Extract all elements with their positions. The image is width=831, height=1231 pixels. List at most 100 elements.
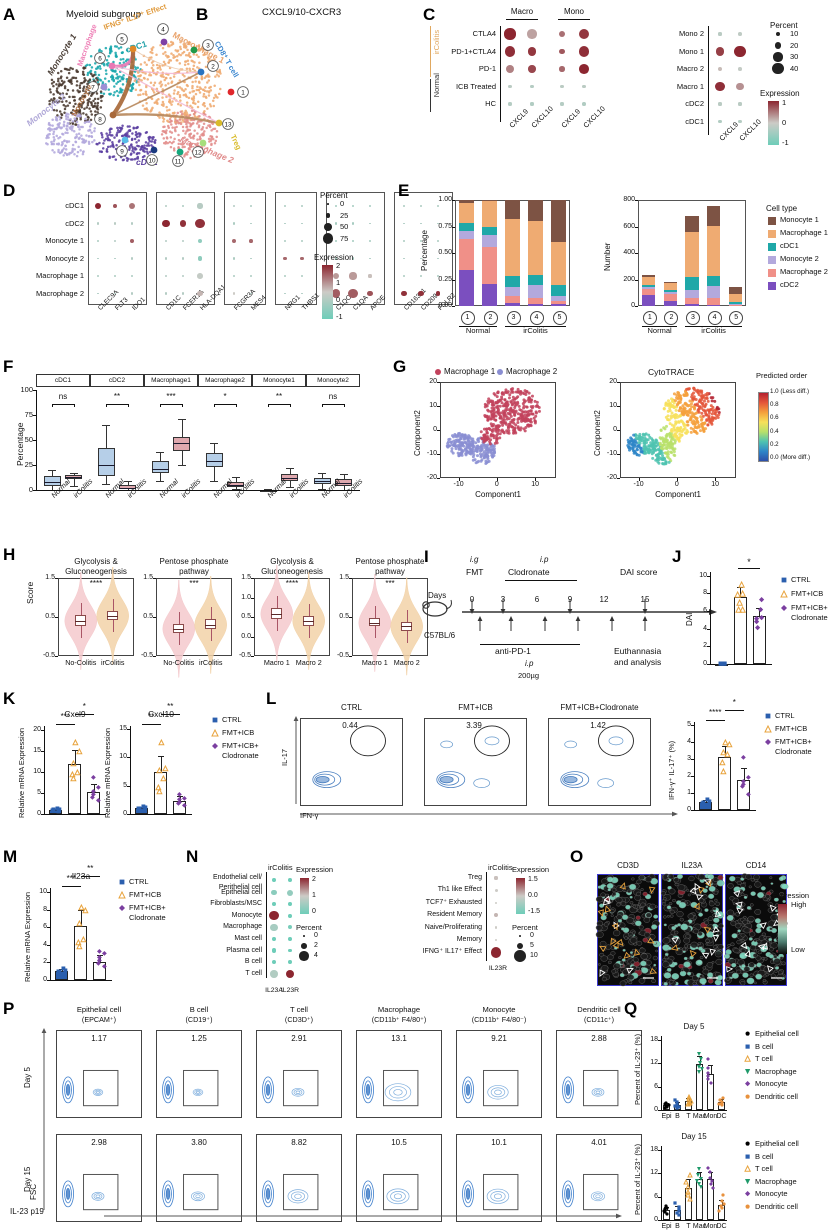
panel-c-left-col-1: CXCL10 xyxy=(530,104,555,129)
panel-i-down-arrow-0 xyxy=(469,599,476,615)
panel-h-xlabel-3-1: Macro 2 xyxy=(385,659,429,667)
panel-k-legend-label-0-0: CTRL xyxy=(222,716,242,724)
panel-d-facet-3 xyxy=(275,192,317,305)
panel-n-right-row-3: Resident Memory xyxy=(390,911,482,919)
panel-n-left-pct-dot-1 xyxy=(301,943,307,949)
panel-m-sigbar-0 xyxy=(62,886,81,887)
panel-n-left-expr-ramp xyxy=(300,878,309,914)
panel-m-sig-1: ** xyxy=(81,865,100,874)
panel-d-dot-5-6 xyxy=(233,292,236,295)
panel-q-ytickmark-1-0 xyxy=(658,1150,661,1151)
panel-p-contours-1-1 xyxy=(156,1134,242,1222)
panel-f-whiskercap-top-1-normal xyxy=(102,425,110,426)
panel-n-left-dot-4-0 xyxy=(270,924,278,932)
panel-q-legend-label-0-3: Macrophage xyxy=(755,1068,797,1076)
panel-i-up-arrow-2 xyxy=(542,616,549,632)
panel-l-bar-ytickmark-0 xyxy=(691,725,694,726)
panel-l-legend-label-1-0: FMT+ICB xyxy=(775,725,807,733)
panel-g-legend-ramp xyxy=(758,392,769,462)
panel-h-whisk-up-2-1 xyxy=(309,604,310,616)
panel-q-legend-marker-0-4 xyxy=(745,1081,750,1086)
panel-g-left-xtick-0: -10 xyxy=(451,481,467,489)
panel-q-ylabel-0: Percent of IL-23⁺ (%) xyxy=(634,1034,642,1105)
panel-j-legend-label-2-0: FMT+ICB+ xyxy=(791,604,828,612)
panel-e-number-ytick-4: 0 xyxy=(614,302,635,310)
panel-e-percent-seg-3-cDC1 xyxy=(528,275,542,285)
panel-e-percent-seg-2-Macrophage1 xyxy=(505,219,519,277)
panel-k-chart-1-ytick-2: 5 xyxy=(111,782,127,790)
panel-e-percent-seg-0-Monocyte1 xyxy=(459,200,473,203)
panel-n-left-yaxis xyxy=(266,872,267,978)
panel-m-point-2-1 xyxy=(102,951,107,956)
panel-i-up-arrow-4 xyxy=(609,616,616,632)
panel-h-ytick-1-0: 1.5 xyxy=(136,574,153,582)
panel-c-left-dot-2-2 xyxy=(559,66,564,71)
panel-p-contours-1-3 xyxy=(356,1134,442,1222)
panel-l-bar-sig-1: * xyxy=(725,699,744,708)
panel-c-left-row-2: PD-1 xyxy=(438,65,496,73)
panel-p-col-title-0: Epithelial cell xyxy=(49,1006,149,1015)
panel-c-right-dot-4-1 xyxy=(738,102,741,105)
panel-d-dot-2-0 xyxy=(97,240,99,242)
panel-l-bar-ytickmark-3 xyxy=(691,776,694,777)
panel-o-cells-0 xyxy=(599,876,657,984)
panel-j-ytickmark-1 xyxy=(707,593,710,594)
panel-f-box-1-normal xyxy=(98,448,115,476)
panel-n-right-expr-tick-2: -1.5 xyxy=(528,908,540,916)
panel-j-ytickmark-3 xyxy=(707,629,710,630)
panel-c-left-dot-1-2 xyxy=(559,49,564,54)
panel-n-left-dot-3-0 xyxy=(269,911,278,920)
panel-d-dot-1-11 xyxy=(352,222,354,224)
panel-c-left-dot-3-3 xyxy=(582,85,585,88)
panel-e-percent-ytickmark-2 xyxy=(452,253,455,254)
panel-m-ytickmark-1 xyxy=(47,910,50,911)
panel-q-xaxis-0 xyxy=(661,1110,727,1111)
panel-n-left-row-8: T cell xyxy=(182,970,262,978)
panel-e-percent-ytickmark-0 xyxy=(452,200,455,201)
panel-q-legend-marker-0-5 xyxy=(745,1094,750,1099)
panel-e-percent-seg-4-Macrophage1 xyxy=(551,242,565,285)
panel-l-flow-title-0: CTRL xyxy=(290,704,413,713)
panel-l-bar-point-0-5 xyxy=(706,803,711,808)
panel-j-ytick-0: 10 xyxy=(691,572,707,580)
panel-m-sigbar-1 xyxy=(81,876,100,877)
panel-f-sigbar-3 xyxy=(214,404,236,405)
panel-d-dot-4-1 xyxy=(114,275,116,277)
panel-j-sig: * xyxy=(738,557,760,567)
panel-f-median-2-normal xyxy=(152,469,169,470)
panel-q-point-1-2-0 xyxy=(688,1173,692,1177)
panel-d-dot-5-2 xyxy=(131,292,133,294)
panel-l-bar-point-1-4 xyxy=(720,760,725,765)
panel-f-sigtick-r-0 xyxy=(74,404,75,407)
panel-f-whiskercap-bot-2-normal xyxy=(156,481,164,482)
panel-d-legend-expr-tick-2: 0 xyxy=(336,296,340,304)
panel-f-sigbar-5 xyxy=(322,404,344,405)
panel-c-legend-expr-tick-0: 1 xyxy=(782,99,786,107)
panel-k-chart-0-sig-1: * xyxy=(75,703,94,712)
panel-g-left-ytickmark-4 xyxy=(437,478,440,479)
panel-i-clodronate-label: Clodronate xyxy=(508,568,550,578)
panel-h-whisk-up-3-1 xyxy=(407,610,408,622)
panel-d-dot-0-8 xyxy=(284,205,286,207)
panel-h-xlabel-1-1: irColitis xyxy=(189,659,233,667)
panel-q-point-0-3-5 xyxy=(697,1070,701,1074)
panel-e-percent-ytick-1: 0.75 xyxy=(431,223,452,231)
panel-k-chart-1-ytickmark-1 xyxy=(127,757,130,758)
panel-k-chart-0-ytickmark-4 xyxy=(41,814,44,815)
panel-j-point-2-4 xyxy=(754,619,759,624)
panel-d-dot-2-8 xyxy=(284,240,286,242)
panel-e-number-ytickmark-0 xyxy=(635,200,638,201)
panel-o-title-0: CD3D xyxy=(597,862,659,871)
panel-d-dot-1-5 xyxy=(195,219,204,228)
panel-c-right-dot-0-0 xyxy=(718,32,721,35)
panel-l-bar-ytick-5: 0 xyxy=(675,806,691,814)
svg-text:4: 4 xyxy=(161,27,165,34)
panel-q-ytick-0-1: 12 xyxy=(643,1059,658,1067)
panel-f-box-2-ircolitis xyxy=(173,437,190,451)
panel-h-ylabel: Score xyxy=(26,582,36,604)
panel-c-legend-percent-dot-3 xyxy=(772,63,783,74)
panel-m-ytick-2: 6 xyxy=(31,923,47,931)
panel-f-sig-0: ns xyxy=(36,393,90,402)
panel-i-dose-label: 200µg xyxy=(518,672,539,680)
panel-m-ytickmark-2 xyxy=(47,927,50,928)
